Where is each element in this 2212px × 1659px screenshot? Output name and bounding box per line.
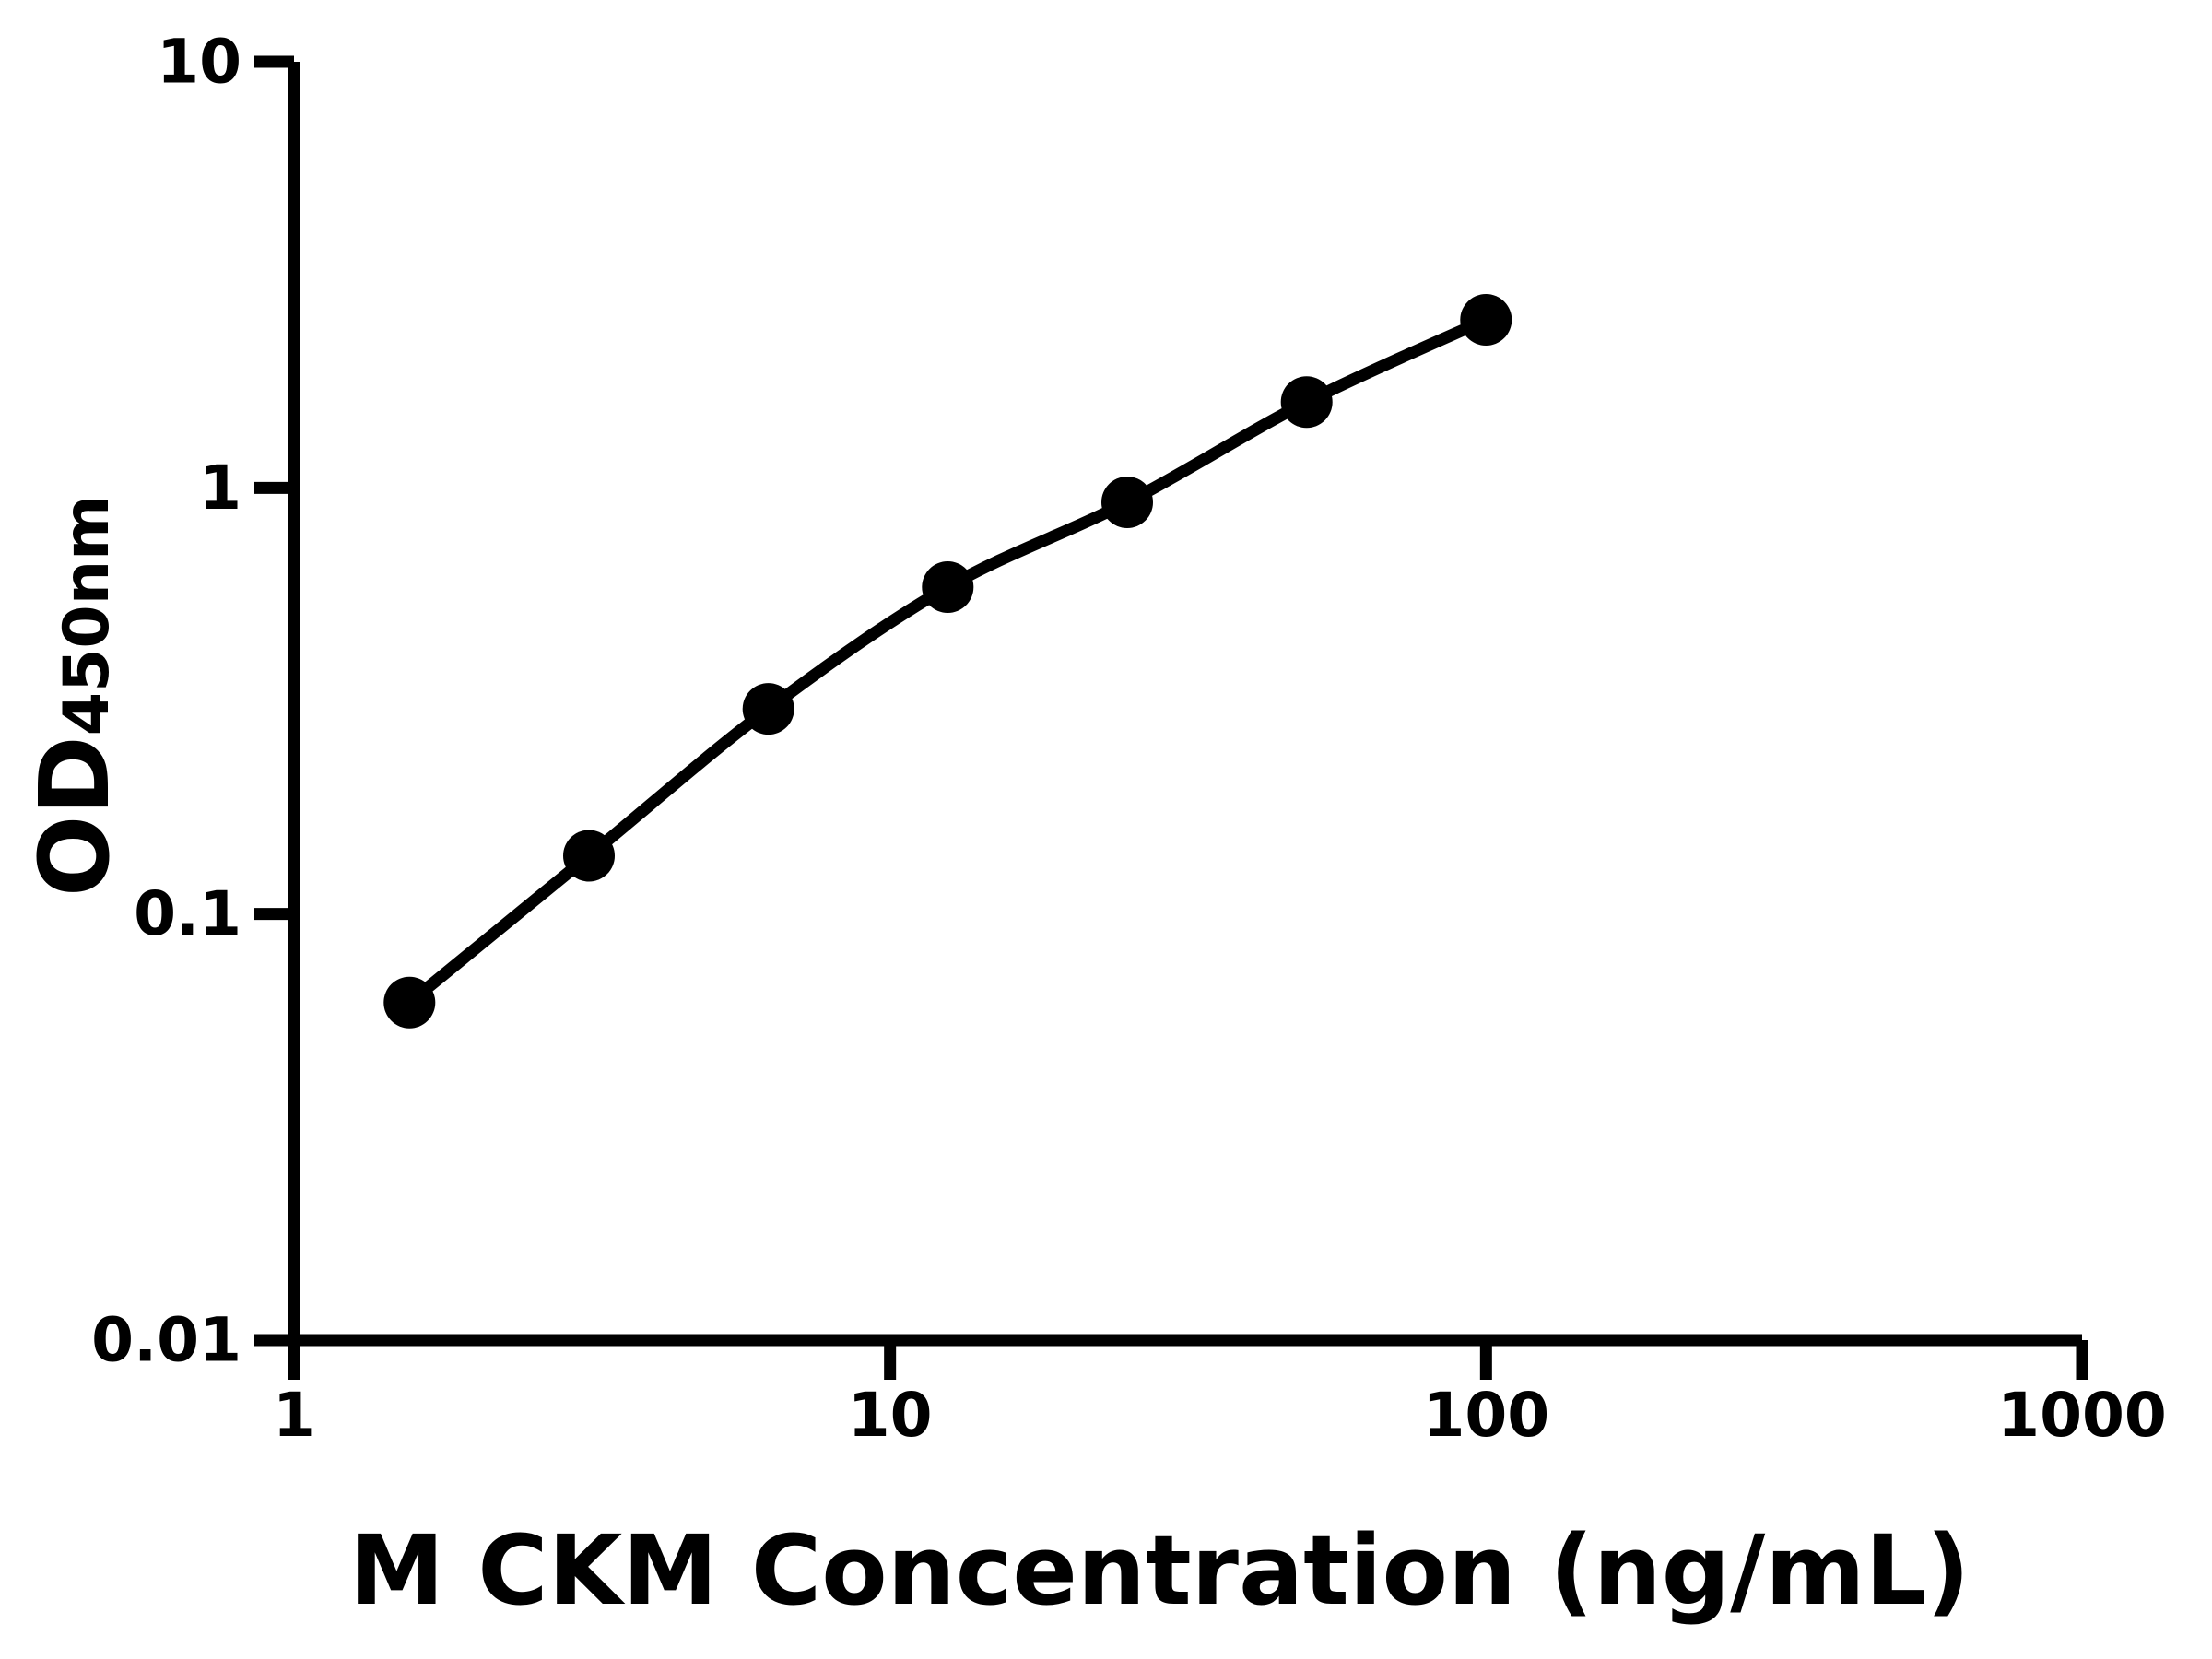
data-point: [1101, 477, 1153, 528]
data-point: [1460, 294, 1512, 346]
x-tick-label: 1: [273, 1380, 315, 1451]
x-tick-label: 10: [848, 1380, 933, 1451]
y-tick-label: 0.1: [134, 878, 241, 949]
x-tick-label: 100: [1422, 1380, 1549, 1451]
standard-curve-line: [406, 314, 1489, 1007]
data-point: [742, 683, 794, 735]
y-tick-label: 1: [199, 453, 241, 524]
x-tick-label: 1000: [1997, 1380, 2167, 1451]
data-point: [922, 561, 974, 613]
y-tick-label: 10: [157, 27, 241, 98]
y-axis-title: OD450nm: [18, 495, 131, 897]
tick-layer: 0.01 0.1 1 10 1 10 100 1000: [91, 27, 2167, 1452]
data-point: [563, 830, 615, 882]
series-layer: [383, 294, 1512, 1029]
data-point: [1280, 376, 1333, 429]
x-axis-title: M CKM Concentration (ng/mL): [349, 1514, 1971, 1627]
data-point: [383, 976, 436, 1029]
axes-layer: [288, 62, 2082, 1347]
y-tick-label: 0.01: [91, 1305, 241, 1376]
